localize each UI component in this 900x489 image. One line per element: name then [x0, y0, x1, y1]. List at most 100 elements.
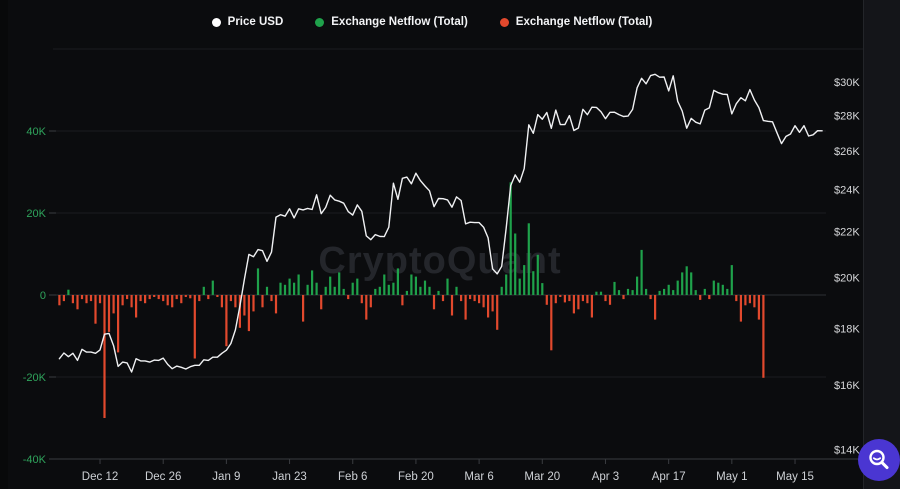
- netflow-bar: [640, 249, 643, 295]
- netflow-bar: [202, 286, 205, 295]
- netflow-bar: [500, 286, 503, 295]
- legend-item-netflow-outflow[interactable]: Exchange Netflow (Total): [499, 16, 653, 28]
- netflow-bar: [487, 295, 490, 318]
- netflow-bar: [302, 295, 305, 322]
- x-axis-label: May 1: [716, 471, 747, 483]
- netflow-bar: [139, 295, 142, 302]
- netflow-bar: [225, 295, 228, 347]
- x-axis-label: Jan 9: [212, 471, 240, 483]
- netflow-bar: [572, 295, 575, 314]
- netflow-bar: [76, 295, 79, 310]
- netflow-bar: [374, 288, 377, 295]
- netflow-bar: [261, 295, 264, 308]
- netflow-bar: [121, 295, 124, 306]
- netflow-bar: [80, 295, 84, 300]
- netflow-bar: [482, 295, 485, 308]
- netflow-bar: [320, 295, 323, 310]
- netflow-bar: [748, 295, 751, 304]
- y-axis-left-label: -40K: [23, 454, 47, 466]
- netflow-bar: [699, 295, 702, 300]
- netflow-bar: [274, 295, 278, 314]
- x-axis-label: Apr 3: [592, 471, 620, 483]
- netflow-bar: [315, 282, 318, 295]
- netflow-bar: [189, 295, 192, 299]
- netflow-bar: [270, 295, 273, 302]
- netflow-bar: [162, 295, 165, 302]
- netflow-bar: [586, 295, 589, 304]
- netflow-bar: [243, 295, 246, 316]
- netflow-bar: [464, 295, 467, 320]
- legend-label-price: Price USD: [227, 16, 284, 28]
- netflow-bar: [636, 276, 639, 295]
- netflow-bar: [676, 280, 679, 295]
- netflow-bar: [365, 295, 368, 320]
- netflow-bar: [396, 268, 399, 295]
- netflow-bar: [130, 295, 133, 308]
- netflow-bar: [590, 295, 593, 318]
- netflow-bar: [279, 282, 282, 295]
- zoom-search-button[interactable]: [858, 439, 900, 481]
- netflow-bar: [577, 295, 580, 310]
- netflow-bar: [663, 288, 666, 295]
- netflow-bar: [613, 281, 616, 295]
- netflow-bar: [211, 280, 214, 295]
- netflow-bar: [265, 286, 269, 295]
- x-axis-label: Apr 17: [652, 471, 686, 483]
- y-axis-left-label: 20K: [26, 208, 46, 220]
- y-axis-right-label: $30K: [834, 77, 860, 89]
- netflow-bar: [175, 295, 178, 300]
- legend-item-price[interactable]: Price USD: [211, 16, 284, 28]
- legend-item-netflow-inflow[interactable]: Exchange Netflow (Total): [315, 16, 468, 28]
- netflow-bar: [360, 295, 363, 304]
- netflow-bar: [563, 295, 566, 303]
- y-axis-right-label: $24K: [834, 185, 860, 197]
- netflow-bar: [311, 270, 314, 295]
- netflow-bar: [469, 295, 472, 300]
- netflow-bar: [649, 295, 652, 300]
- netflow-bar: [58, 295, 61, 306]
- x-axis-label: May 15: [776, 471, 814, 483]
- netflow-bar: [369, 295, 372, 308]
- netflow-bar: [690, 272, 693, 295]
- netflow-bar: [117, 295, 120, 353]
- netflow-bar: [252, 295, 255, 312]
- netflow-bar: [198, 295, 201, 302]
- netflow-bar: [383, 274, 386, 295]
- netflow-bar: [62, 295, 65, 302]
- netflow-bar: [247, 295, 250, 332]
- netflow-bar: [153, 295, 156, 297]
- netflow-bar: [338, 272, 341, 295]
- netflow-bar: [496, 295, 499, 330]
- netflow-bar: [437, 290, 440, 295]
- netflow-bar: [234, 295, 237, 308]
- x-axis-label: Dec 12: [82, 471, 118, 483]
- price-line: [58, 73, 823, 373]
- netflow-bar: [545, 295, 548, 305]
- netflow-bar: [207, 295, 210, 300]
- netflow-bar: [387, 284, 390, 296]
- netflow-bar: [67, 289, 70, 295]
- netflow-bar: [491, 295, 494, 312]
- netflow-bar: [378, 286, 381, 295]
- netflow-bar: [685, 266, 688, 295]
- netflow-bar: [89, 295, 93, 302]
- netflow-bar: [739, 295, 742, 322]
- x-axis-label: Mar 6: [464, 471, 493, 483]
- netflow-bar: [144, 295, 147, 304]
- netflow-bar: [103, 295, 106, 418]
- netflow-bar: [694, 290, 697, 295]
- netflow-bar: [432, 295, 436, 310]
- x-axis-label: Feb 20: [398, 471, 434, 483]
- y-axis-right-label: $18K: [834, 323, 860, 335]
- y-axis-right-label: $14K: [834, 444, 860, 456]
- netflow-bar: [193, 295, 196, 359]
- cryptoquant-watermark: CryptoQuant: [318, 240, 562, 282]
- legend-label-netflow-red: Exchange Netflow (Total): [515, 16, 653, 28]
- netflow-bar: [297, 274, 300, 295]
- netflow-bar: [626, 288, 630, 295]
- netflow-bar: [148, 295, 151, 300]
- netflow-bar: [712, 280, 715, 295]
- netflow-bar: [347, 295, 350, 300]
- netflow-bar: [324, 286, 327, 295]
